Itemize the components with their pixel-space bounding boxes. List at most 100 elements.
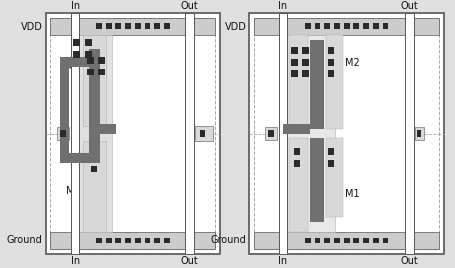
Bar (135, 237, 141, 243)
Bar (303, 47, 309, 54)
Bar (305, 23, 311, 29)
Bar (328, 148, 334, 155)
Bar (135, 23, 141, 29)
Bar (145, 237, 151, 243)
Bar (60, 57, 89, 66)
Bar (106, 237, 111, 243)
Bar (303, 70, 309, 77)
Bar (57, 127, 69, 140)
Bar (344, 23, 349, 29)
Text: Out: Out (400, 1, 418, 11)
Text: In: In (278, 1, 288, 11)
Bar (354, 237, 359, 243)
Bar (164, 23, 170, 29)
Bar (116, 237, 121, 243)
Bar (91, 166, 97, 172)
Text: M2: M2 (66, 62, 81, 72)
Bar (83, 35, 106, 126)
Text: In: In (278, 256, 288, 266)
Text: VDD: VDD (225, 22, 247, 32)
Bar (106, 23, 111, 29)
Bar (89, 124, 116, 133)
Text: Ground: Ground (7, 236, 43, 245)
Bar (98, 69, 105, 75)
Bar (334, 237, 340, 243)
Bar (96, 237, 102, 243)
Text: VDD: VDD (21, 22, 43, 32)
Bar (195, 126, 212, 141)
Bar (293, 148, 300, 155)
Bar (310, 139, 324, 222)
Bar (326, 139, 343, 217)
Bar (303, 59, 309, 66)
Bar (164, 237, 170, 243)
Bar (254, 18, 439, 35)
Bar (289, 35, 308, 129)
Bar (96, 23, 102, 29)
Text: M1: M1 (345, 189, 360, 199)
Bar (60, 153, 101, 163)
Bar (254, 232, 439, 249)
Bar (314, 237, 320, 243)
Bar (373, 23, 379, 29)
Bar (334, 23, 340, 29)
Text: Ground: Ground (211, 236, 247, 245)
Bar (116, 23, 121, 29)
Bar (363, 237, 369, 243)
Bar (324, 23, 330, 29)
Bar (125, 23, 131, 29)
Bar (125, 237, 131, 243)
Bar (328, 70, 334, 77)
Bar (354, 23, 359, 29)
Bar (328, 47, 334, 54)
Bar (185, 13, 194, 254)
Bar (328, 59, 334, 66)
Bar (383, 237, 389, 243)
Bar (46, 13, 220, 254)
Bar (60, 57, 69, 163)
Text: Out: Out (181, 256, 199, 266)
Bar (51, 232, 216, 249)
Bar (87, 57, 94, 64)
Bar (305, 237, 311, 243)
Bar (145, 23, 151, 29)
Bar (373, 237, 379, 243)
Bar (278, 13, 288, 254)
Bar (71, 13, 80, 254)
Bar (98, 57, 105, 64)
Text: M2: M2 (345, 58, 360, 68)
Text: M1: M1 (66, 186, 81, 196)
Bar (293, 160, 300, 167)
Bar (87, 69, 94, 75)
Bar (310, 40, 324, 129)
Bar (200, 130, 205, 137)
Text: In: In (71, 1, 80, 11)
Bar (73, 51, 80, 58)
Bar (265, 127, 277, 140)
Bar (324, 237, 330, 243)
Bar (287, 35, 335, 232)
Text: In: In (71, 256, 80, 266)
Bar (291, 59, 298, 66)
Bar (328, 160, 334, 167)
Bar (77, 35, 112, 232)
Bar (83, 141, 106, 232)
Text: Out: Out (181, 1, 199, 11)
Bar (51, 18, 216, 249)
Bar (249, 13, 444, 254)
Bar (415, 127, 425, 140)
Bar (417, 130, 421, 137)
Bar (291, 47, 298, 54)
Bar (314, 23, 320, 29)
Text: Out: Out (400, 256, 418, 266)
Bar (154, 23, 160, 29)
Bar (60, 130, 66, 137)
Bar (89, 49, 101, 163)
Bar (73, 39, 80, 46)
Bar (291, 70, 298, 77)
Bar (326, 35, 343, 129)
Bar (405, 13, 414, 254)
Bar (363, 23, 369, 29)
Bar (154, 237, 160, 243)
Bar (383, 23, 389, 29)
